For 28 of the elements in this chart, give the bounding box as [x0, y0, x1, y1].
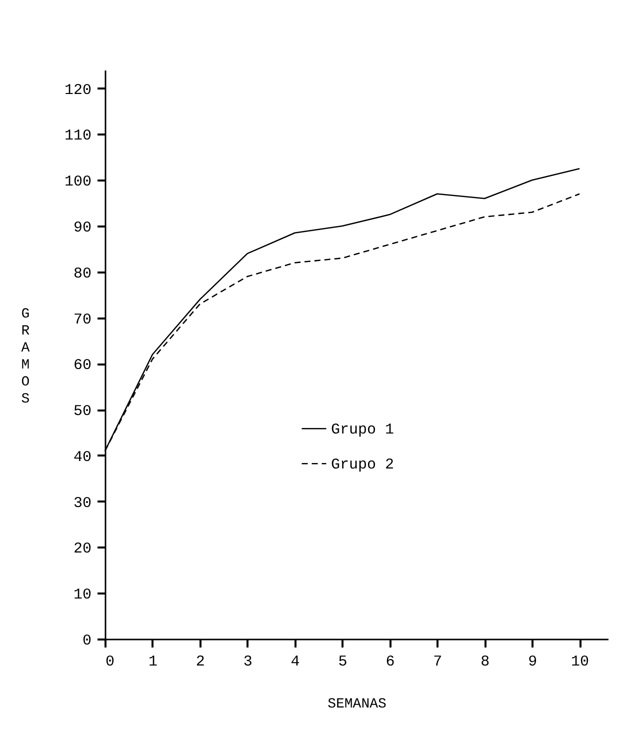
x-tick-label: 5	[338, 654, 348, 670]
y-tick-label: 90	[73, 220, 92, 237]
x-tick-label: 8	[480, 654, 490, 670]
y-tick-label: 40	[73, 448, 92, 466]
y-tick-label: 120	[64, 82, 92, 99]
y-tick-label: 20	[73, 540, 92, 558]
x-tick-label: 7	[433, 654, 442, 670]
y-tick-label: 110	[64, 128, 92, 145]
y-tick-label: 0	[82, 632, 92, 650]
x-tick-label: 3	[243, 654, 252, 670]
y-tick-label: 30	[73, 494, 92, 512]
x-tick-label: 4	[290, 654, 300, 670]
legend-label: Grupo 1	[331, 422, 394, 439]
x-tick-label: 1	[148, 654, 158, 670]
y-tick-label: 80	[73, 265, 92, 282]
x-tick-label: 2	[196, 654, 205, 670]
y-axis-title: GRAMOS	[21, 306, 30, 408]
legend-label: Grupo 2	[331, 456, 394, 474]
x-tick-label: 9	[528, 654, 538, 670]
x-tick-label: 0	[106, 654, 115, 670]
x-tick-label: 6	[386, 654, 395, 670]
x-axis-title: SEMANAS	[328, 696, 386, 712]
y-tick-label: 70	[73, 311, 92, 328]
y-tick-label: 100	[64, 174, 92, 191]
y-tick-label: 10	[73, 586, 92, 604]
y-tick-label: 60	[73, 357, 92, 374]
y-tick-label: 50	[73, 403, 92, 420]
x-tick-label: 10	[571, 654, 590, 670]
